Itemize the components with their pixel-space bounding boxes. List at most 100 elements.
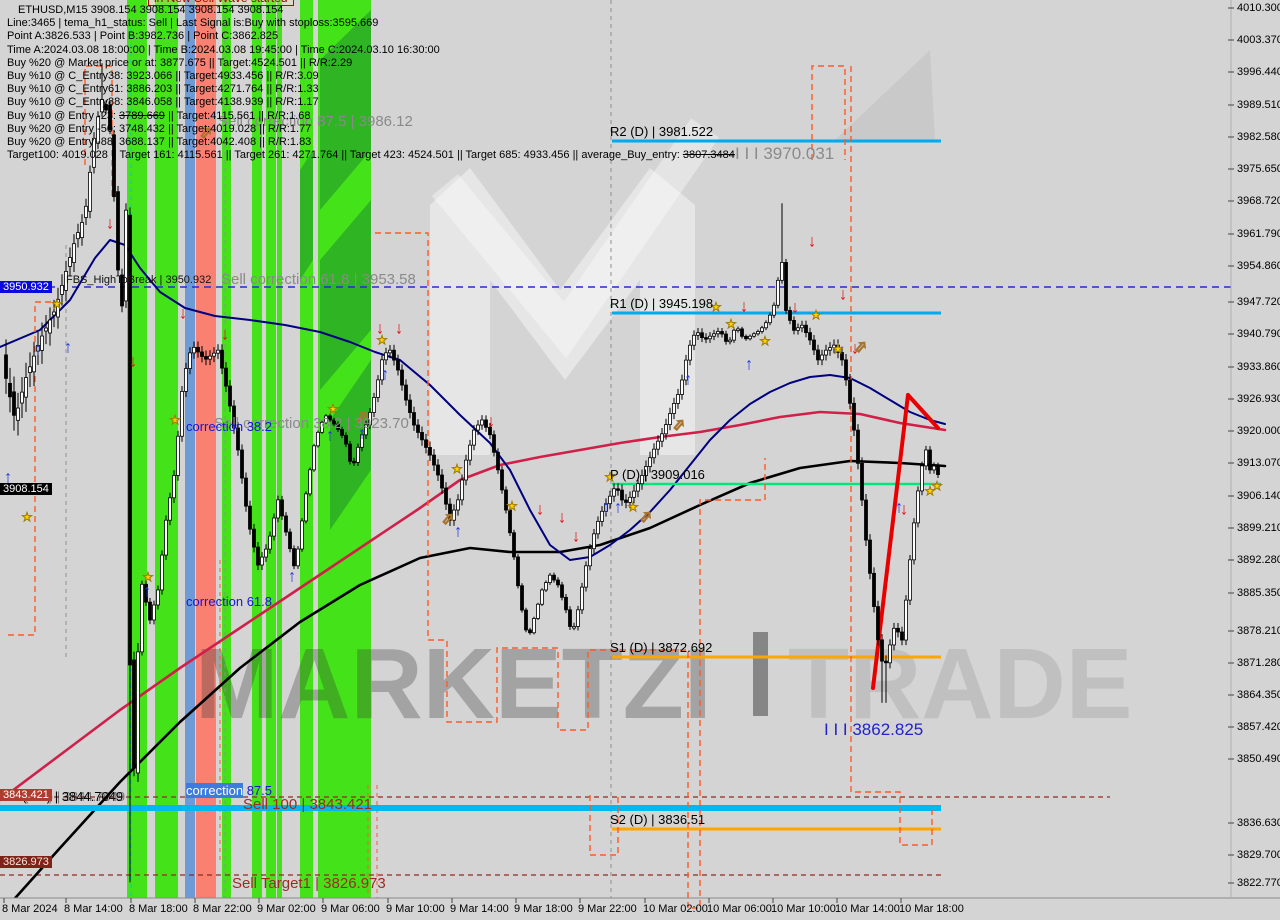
candle[interactable] [24, 377, 28, 398]
candle[interactable] [516, 556, 520, 587]
candle[interactable] [860, 462, 864, 501]
buy-arrow-icon[interactable]: ↑ [381, 364, 390, 383]
candle[interactable] [424, 439, 428, 448]
candle[interactable] [908, 559, 912, 601]
candle[interactable] [724, 333, 728, 342]
candle[interactable] [656, 440, 660, 450]
candle[interactable] [556, 579, 560, 586]
candle[interactable] [112, 134, 116, 198]
candle[interactable] [772, 304, 776, 316]
candle[interactable] [824, 349, 828, 356]
candle[interactable] [548, 574, 552, 583]
candle[interactable] [132, 659, 136, 769]
candle[interactable] [808, 332, 812, 341]
candle[interactable] [164, 519, 168, 556]
candle[interactable] [684, 359, 688, 381]
candle[interactable] [320, 421, 324, 433]
candle[interactable] [20, 391, 24, 404]
candle[interactable] [36, 344, 40, 352]
stop-path[interactable] [8, 301, 58, 636]
candle[interactable] [348, 443, 352, 462]
sell-arrow-icon[interactable]: ↓ [851, 338, 860, 357]
candle[interactable] [904, 599, 908, 641]
candle[interactable] [336, 423, 340, 430]
candle[interactable] [900, 631, 904, 641]
candle[interactable] [324, 415, 328, 423]
candle[interactable] [768, 314, 772, 324]
candle[interactable] [628, 496, 632, 503]
candle[interactable] [728, 339, 732, 343]
candle[interactable] [176, 435, 180, 476]
candle[interactable] [604, 503, 608, 512]
candle[interactable] [660, 433, 664, 442]
candle[interactable] [216, 349, 220, 354]
candle[interactable] [212, 352, 216, 357]
candle[interactable] [920, 465, 924, 492]
star-icon[interactable]: ★ [924, 484, 936, 499]
candle[interactable] [732, 329, 736, 341]
ma-crimson[interactable] [0, 410, 947, 802]
candle[interactable] [68, 257, 72, 267]
candle[interactable] [16, 407, 20, 421]
time-tick-label[interactable]: 8 Mar 2024 [2, 903, 58, 915]
star-icon[interactable]: ★ [376, 333, 388, 348]
candle[interactable] [396, 359, 400, 371]
candle[interactable] [764, 322, 768, 329]
candle[interactable] [532, 618, 536, 634]
candle[interactable] [736, 328, 740, 331]
candle[interactable] [400, 369, 404, 386]
candle[interactable] [888, 644, 892, 664]
candle[interactable] [708, 335, 712, 340]
candle[interactable] [912, 522, 916, 561]
candle[interactable] [700, 332, 704, 338]
candle[interactable] [636, 483, 640, 492]
candle[interactable] [64, 271, 68, 291]
candle[interactable] [256, 546, 260, 566]
sell-arrow-icon[interactable]: ↓ [808, 231, 817, 250]
candle[interactable] [464, 459, 468, 481]
star-icon[interactable]: ★ [142, 570, 154, 585]
candle[interactable] [828, 347, 832, 351]
candle[interactable] [796, 327, 800, 331]
candle[interactable] [248, 505, 252, 530]
candle[interactable] [524, 609, 528, 631]
candle[interactable] [352, 460, 356, 464]
candle[interactable] [576, 609, 580, 627]
candle[interactable] [820, 354, 824, 361]
candle[interactable] [48, 319, 52, 334]
candle[interactable] [740, 328, 744, 337]
candle[interactable] [380, 359, 384, 381]
star-icon[interactable]: ★ [451, 462, 463, 477]
candle[interactable] [260, 556, 264, 566]
candle[interactable] [308, 469, 312, 495]
candle[interactable] [136, 651, 140, 774]
candle[interactable] [500, 469, 504, 491]
trend-line[interactable] [906, 393, 940, 430]
candle[interactable] [800, 324, 804, 329]
candle[interactable] [492, 434, 496, 453]
candle[interactable] [408, 399, 412, 413]
candle[interactable] [680, 379, 684, 395]
star-icon[interactable]: ★ [169, 413, 181, 428]
candle[interactable] [92, 137, 96, 168]
candle[interactable] [96, 116, 100, 144]
candle[interactable] [572, 626, 576, 629]
buy-arrow-icon[interactable]: ↑ [602, 497, 611, 516]
star-icon[interactable]: ★ [604, 470, 616, 485]
candle[interactable] [852, 402, 856, 431]
sell-arrow-icon[interactable]: ↓ [179, 303, 188, 322]
candle[interactable] [384, 352, 388, 361]
candle[interactable] [752, 333, 756, 337]
candle[interactable] [520, 585, 524, 611]
candle[interactable] [896, 627, 900, 633]
candle[interactable] [608, 495, 612, 505]
candle[interactable] [280, 499, 284, 517]
buy-arrow-icon[interactable]: ↑ [454, 521, 463, 540]
candle[interactable] [780, 262, 784, 281]
star-icon[interactable]: ★ [759, 334, 771, 349]
candle[interactable] [100, 99, 104, 113]
candle[interactable] [792, 319, 796, 331]
candle[interactable] [56, 299, 60, 318]
candle[interactable] [448, 503, 452, 521]
candle[interactable] [416, 424, 420, 433]
